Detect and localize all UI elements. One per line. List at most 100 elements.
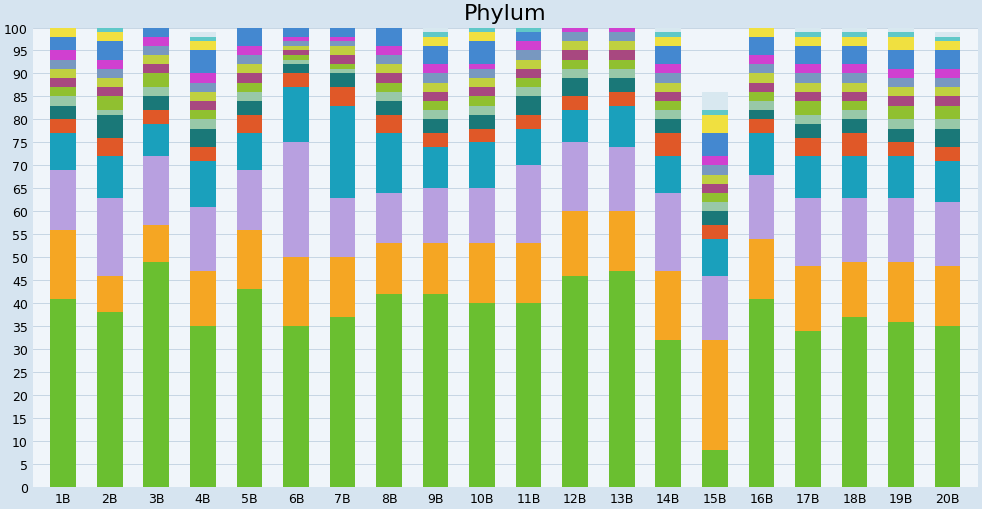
Bar <box>422 134 449 148</box>
Bar <box>97 33 123 42</box>
Bar <box>330 38 355 42</box>
Bar <box>283 47 308 51</box>
Bar <box>50 24 76 29</box>
Bar <box>563 70 588 79</box>
Bar <box>376 134 402 193</box>
Bar <box>376 93 402 102</box>
Bar <box>237 19 262 29</box>
Bar <box>563 6 588 10</box>
Bar <box>143 97 169 111</box>
Bar <box>889 70 914 79</box>
Bar <box>609 33 634 42</box>
Bar <box>656 83 682 93</box>
Bar <box>516 166 541 244</box>
Bar <box>376 116 402 134</box>
Bar <box>656 102 682 111</box>
Bar <box>469 79 495 88</box>
Bar <box>422 83 449 93</box>
Bar <box>376 244 402 294</box>
Bar <box>656 65 682 74</box>
Bar <box>376 102 402 116</box>
Bar <box>609 42 634 51</box>
Bar <box>190 120 216 129</box>
Bar <box>935 120 960 129</box>
Bar <box>748 111 774 120</box>
Bar <box>795 267 821 331</box>
Bar <box>748 83 774 93</box>
Bar <box>702 225 728 239</box>
Bar <box>748 24 774 29</box>
Bar <box>889 33 914 38</box>
Bar <box>190 83 216 93</box>
Bar <box>422 189 449 244</box>
Bar <box>237 47 262 56</box>
Bar <box>702 166 728 175</box>
Bar <box>842 29 867 33</box>
Bar <box>50 61 76 70</box>
Bar <box>563 111 588 143</box>
Bar <box>795 33 821 38</box>
Bar <box>935 97 960 106</box>
Bar <box>190 207 216 271</box>
Bar <box>516 88 541 97</box>
Bar <box>889 322 914 487</box>
Bar <box>563 143 588 212</box>
Bar <box>50 79 76 88</box>
Bar <box>795 116 821 125</box>
Bar <box>237 65 262 74</box>
Bar <box>842 198 867 262</box>
Bar <box>889 129 914 143</box>
Bar <box>935 70 960 79</box>
Bar <box>795 93 821 102</box>
Bar <box>795 157 821 198</box>
Bar <box>469 24 495 29</box>
Bar <box>190 102 216 111</box>
Bar <box>935 203 960 267</box>
Bar <box>283 88 308 143</box>
Bar <box>376 15 402 19</box>
Bar <box>143 125 169 157</box>
Bar <box>283 65 308 74</box>
Bar <box>935 42 960 51</box>
Bar <box>842 134 867 157</box>
Bar <box>469 65 495 70</box>
Bar <box>97 313 123 487</box>
Bar <box>376 19 402 29</box>
Bar <box>609 61 634 70</box>
Bar <box>516 42 541 51</box>
Bar <box>656 157 682 193</box>
Bar <box>469 70 495 79</box>
Bar <box>143 88 169 97</box>
Bar <box>283 143 308 258</box>
Bar <box>330 198 355 258</box>
Bar <box>50 88 76 97</box>
Bar <box>376 29 402 47</box>
Bar <box>50 29 76 38</box>
Bar <box>143 111 169 125</box>
Bar <box>842 38 867 47</box>
Bar <box>190 42 216 51</box>
Bar <box>283 51 308 56</box>
Bar <box>656 271 682 341</box>
Bar <box>609 24 634 33</box>
Bar <box>283 61 308 65</box>
Bar <box>422 74 449 83</box>
Bar <box>97 88 123 97</box>
Bar <box>563 79 588 97</box>
Bar <box>842 65 867 74</box>
Bar <box>143 65 169 74</box>
Bar <box>748 175 774 239</box>
Bar <box>143 262 169 487</box>
Bar <box>97 157 123 198</box>
Bar <box>422 294 449 487</box>
Bar <box>609 212 634 271</box>
Bar <box>609 148 634 212</box>
Bar <box>935 326 960 487</box>
Bar <box>422 244 449 294</box>
Bar <box>795 47 821 65</box>
Bar <box>469 143 495 189</box>
Bar <box>97 276 123 313</box>
Bar <box>935 148 960 161</box>
Bar <box>516 303 541 487</box>
Bar <box>609 0 634 1</box>
